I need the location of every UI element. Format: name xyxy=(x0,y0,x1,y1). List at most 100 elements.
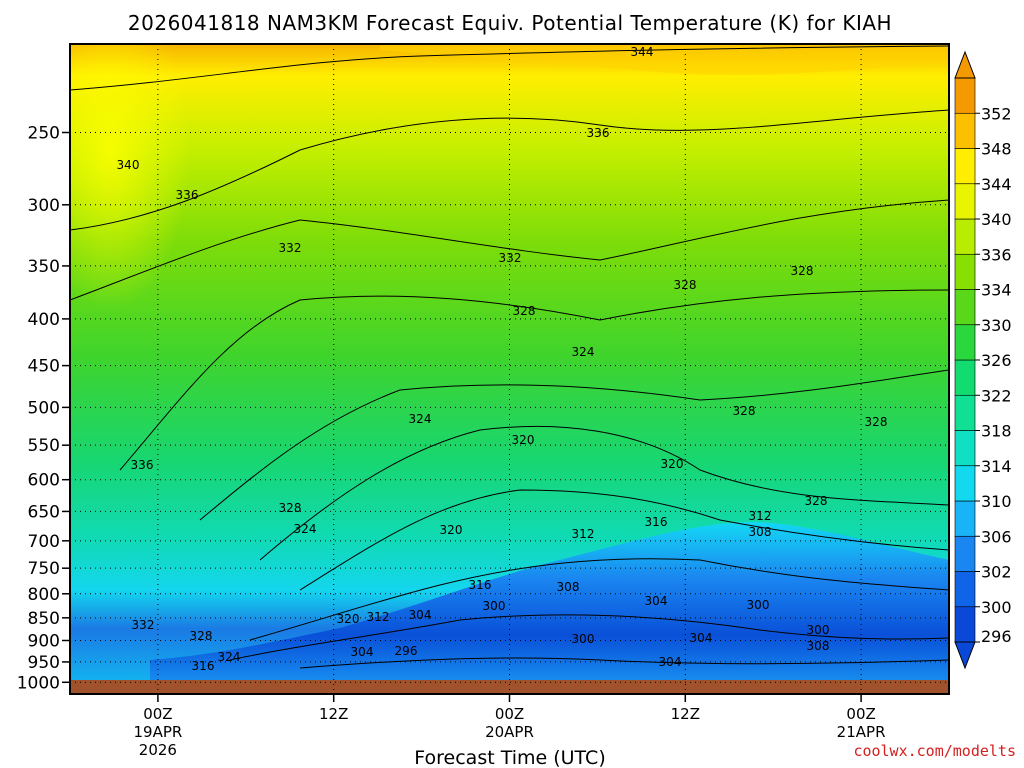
contour-label: 328 xyxy=(279,501,302,515)
x-tick-label: 00Z xyxy=(846,705,875,723)
contour-label: 300 xyxy=(483,599,506,613)
colorbar-label: 352 xyxy=(981,104,1012,123)
colorbar-label: 296 xyxy=(981,627,1012,646)
colorbar-swatch xyxy=(954,535,976,572)
colorbar-swatch xyxy=(954,500,976,537)
x-tick-label: 21APR xyxy=(837,723,886,741)
colorbar-swatch xyxy=(954,359,976,396)
y-axis: 2503003504004505005506006507007508008509… xyxy=(17,123,70,693)
contour-label: 336 xyxy=(131,458,154,472)
chart-title: 2026041818 NAM3KM Forecast Equiv. Potent… xyxy=(128,11,892,35)
contour-label: 328 xyxy=(791,264,814,278)
contour-label: 328 xyxy=(733,404,756,418)
colorbar-swatch xyxy=(954,606,976,643)
y-tick-label: 450 xyxy=(28,357,60,377)
contour-label: 320 xyxy=(661,457,684,471)
colorbar-swatch xyxy=(954,253,976,290)
colorbar-label: 310 xyxy=(981,492,1012,511)
cold-layer xyxy=(150,521,949,684)
colorbar-swatch xyxy=(954,218,976,255)
contour-label: 308 xyxy=(807,639,830,653)
x-tick-label: 19APR xyxy=(133,723,182,741)
x-tick-label: 12Z xyxy=(319,705,348,723)
contour-lines xyxy=(70,45,949,669)
x-tick-label: 00Z xyxy=(495,705,524,723)
contour-label: 296 xyxy=(395,644,418,658)
colorbar-swatch xyxy=(954,394,976,431)
colorbar-swatch xyxy=(954,77,976,114)
contour-label: 340 xyxy=(117,158,140,172)
colorbar-swatch xyxy=(954,571,976,608)
contour-label: 300 xyxy=(747,598,770,612)
contour-label: 316 xyxy=(469,578,492,592)
y-tick-label: 1000 xyxy=(17,673,60,693)
contour-labels: 344 336 340 336 332 332 328 328 328 324 324 320 320 3… xyxy=(117,45,888,673)
colorbar-label: 318 xyxy=(981,422,1012,441)
warm-layer-top xyxy=(380,44,949,75)
colorbar-swatch xyxy=(954,465,976,502)
x-tick-label: 00Z xyxy=(143,705,172,723)
plot-area xyxy=(70,44,949,694)
contour-label: 304 xyxy=(645,594,668,608)
contour-label: 324 xyxy=(409,412,432,426)
contour-label: 312 xyxy=(367,610,390,624)
contour-label: 336 xyxy=(587,126,610,140)
colorbar-label: 306 xyxy=(981,527,1012,546)
colorbar-label: 340 xyxy=(981,210,1012,229)
colorbar: 296 300 302 306 310 314 318 322 326 330 334 336 340 3… xyxy=(954,50,1012,670)
colorbar-label: 330 xyxy=(981,316,1012,335)
colorbar-max-arrow xyxy=(954,50,976,79)
x-tick-label: 20APR xyxy=(485,723,534,741)
contour-label: 308 xyxy=(557,580,580,594)
x-axis-title: Forecast Time (UTC) xyxy=(414,747,605,768)
x-tick-label: 12Z xyxy=(671,705,700,723)
contour-label: 304 xyxy=(690,631,713,645)
colorbar-min-arrow xyxy=(954,641,976,670)
colorbar-label: 322 xyxy=(981,386,1012,405)
colorbar-swatch xyxy=(954,324,976,361)
colorbar-label: 300 xyxy=(981,598,1012,617)
y-tick-label: 750 xyxy=(28,559,60,579)
y-tick-label: 650 xyxy=(28,502,60,522)
contour-label: 332 xyxy=(132,618,155,632)
contour-label: 320 xyxy=(337,612,360,626)
contour-label: 328 xyxy=(805,494,828,508)
y-tick-label: 500 xyxy=(28,398,60,418)
contour-label: 304 xyxy=(659,655,682,669)
y-tick-label: 400 xyxy=(28,310,60,330)
colorbar-label: 302 xyxy=(981,563,1012,582)
contour-label: 304 xyxy=(409,608,432,622)
y-tick-label: 900 xyxy=(28,631,60,651)
x-tick-label: 2026 xyxy=(139,741,177,759)
terrain-surface xyxy=(70,680,949,694)
contour-label: 312 xyxy=(749,509,772,523)
colorbar-label: 348 xyxy=(981,140,1012,159)
colorbar-label: 334 xyxy=(981,281,1012,300)
contour-label: 324 xyxy=(572,345,595,359)
contour-label: 344 xyxy=(631,45,654,59)
y-tick-label: 600 xyxy=(28,471,60,491)
contour-label: 308 xyxy=(749,525,772,539)
contour-label: 328 xyxy=(865,415,888,429)
y-tick-label: 300 xyxy=(28,196,60,216)
colorbar-swatch xyxy=(954,289,976,326)
gridlines xyxy=(70,44,949,694)
contour-label: 300 xyxy=(572,632,595,646)
y-tick-label: 250 xyxy=(28,123,60,143)
contour-label: 316 xyxy=(645,515,668,529)
contour-label: 324 xyxy=(294,522,317,536)
contour-label: 328 xyxy=(513,304,536,318)
credit-text: coolwx.com/modelts xyxy=(853,742,1016,760)
colorbar-swatch xyxy=(954,112,976,149)
contour-label: 324 xyxy=(218,650,241,664)
colorbar-swatch xyxy=(954,183,976,220)
contour-label: 320 xyxy=(512,433,535,447)
colorbar-swatch xyxy=(954,148,976,185)
colorbar-label: 336 xyxy=(981,245,1012,264)
colorbar-label: 314 xyxy=(981,457,1012,476)
contour-label: 320 xyxy=(440,523,463,537)
y-tick-label: 850 xyxy=(28,609,60,629)
contour-label: 316 xyxy=(192,659,215,673)
